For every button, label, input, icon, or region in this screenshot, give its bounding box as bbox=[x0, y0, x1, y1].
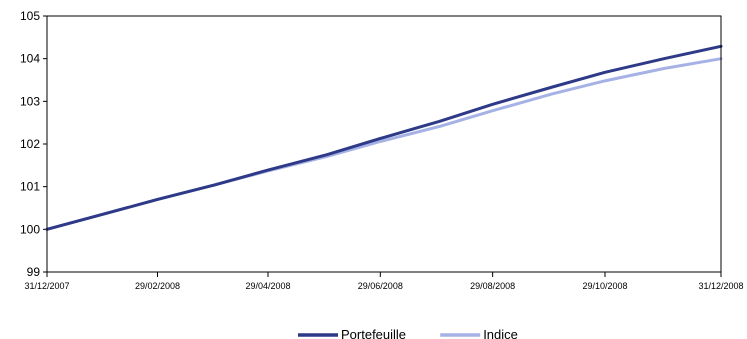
x-tick-label: 29/02/2008 bbox=[135, 281, 180, 291]
legend-item-portefeuille: Portefeuille bbox=[298, 327, 406, 339]
y-tick-label: 103 bbox=[20, 94, 40, 108]
x-tick-label: 31/12/2007 bbox=[24, 281, 69, 291]
x-tick-label: 31/12/2008 bbox=[698, 281, 743, 291]
legend-label: Portefeuille bbox=[341, 327, 406, 339]
y-tick-label: 102 bbox=[20, 137, 40, 151]
y-tick-label: 104 bbox=[20, 52, 40, 66]
y-axis-ticks: 99 100 101 102 103 104 105 bbox=[20, 9, 47, 279]
y-tick-label: 99 bbox=[27, 265, 41, 279]
y-tick-label: 105 bbox=[20, 9, 40, 23]
series-lines bbox=[45, 44, 723, 231]
series-line-portefeuille bbox=[45, 44, 723, 231]
legend-item-indice: Indice bbox=[440, 327, 518, 339]
x-tick-label: 29/04/2008 bbox=[245, 281, 290, 291]
x-tick-label: 29/08/2008 bbox=[470, 281, 515, 291]
series-line-indice bbox=[45, 57, 723, 231]
x-axis-ticks: 31/12/2007 29/02/2008 29/04/2008 29/06/2008… bbox=[24, 272, 744, 291]
x-tick-label: 29/10/2008 bbox=[582, 281, 627, 291]
x-tick-label: 29/06/2008 bbox=[358, 281, 403, 291]
legend: Portefeuille Indice bbox=[298, 327, 518, 339]
y-tick-label: 101 bbox=[20, 180, 40, 194]
y-tick-label: 100 bbox=[20, 222, 40, 236]
plot-frame bbox=[46, 15, 722, 273]
legend-label: Indice bbox=[483, 327, 518, 339]
